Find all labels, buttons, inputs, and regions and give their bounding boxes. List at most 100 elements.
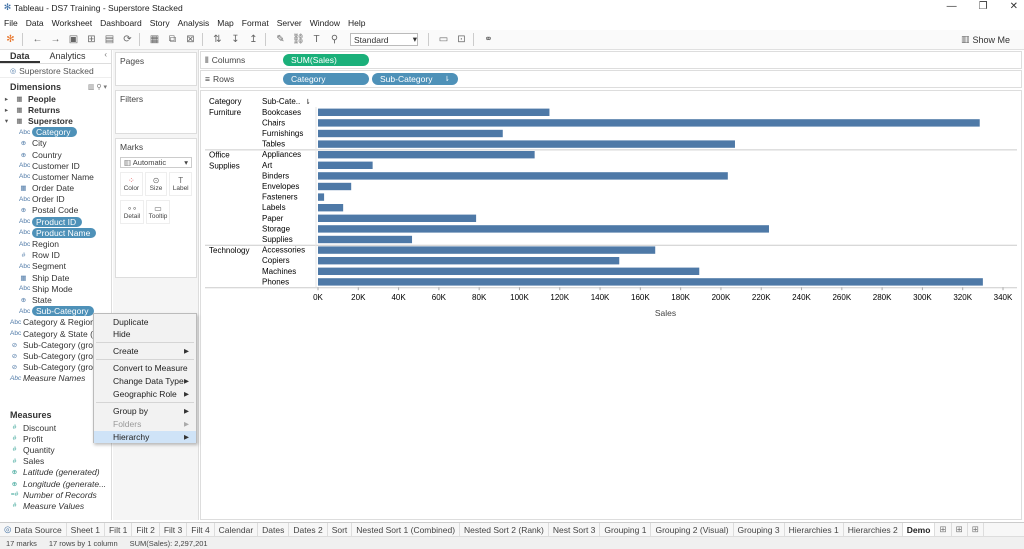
rows-shelf[interactable]: ≡ Rows Category Sub-Category ⇂ <box>200 70 1022 88</box>
maximize-icon[interactable]: ❐ <box>978 1 988 12</box>
field-category-state[interactable]: Abc Category & State ( <box>10 328 93 339</box>
menu-format[interactable]: Format <box>241 18 269 28</box>
field-postal-code[interactable]: ⊕ Postal Code <box>20 205 79 216</box>
bar-phones[interactable] <box>318 278 983 286</box>
tab-dates-2[interactable]: Dates 2 <box>289 522 328 537</box>
tab-sort[interactable]: Sort <box>328 522 353 537</box>
field-measure-names[interactable]: Abc Measure Names <box>10 373 86 384</box>
new-worksheet-icon[interactable]: ▦ <box>149 34 160 45</box>
filters-card[interactable]: Filters <box>115 90 197 134</box>
field-order-id[interactable]: Abc Order ID <box>19 194 65 205</box>
sort-icon[interactable]: ⇂ <box>305 98 311 106</box>
field-latitude-generated[interactable]: ⊕ Latitude (generated) <box>11 467 100 478</box>
menu-map[interactable]: Map <box>217 18 234 28</box>
color-button[interactable]: ⁘ Color <box>120 172 143 196</box>
menu-worksheet[interactable]: Worksheet <box>51 18 93 28</box>
sort-descending-icon[interactable]: ↥ <box>249 34 258 45</box>
view-size-select[interactable]: Standard ▾ <box>350 33 418 46</box>
bar-labels[interactable] <box>318 204 344 212</box>
folder-returns[interactable]: ▸ ▦ Returns <box>0 104 111 115</box>
data-source-item[interactable]: ◎ Superstore Stacked <box>0 64 111 78</box>
field-customer-name[interactable]: Abc Customer Name <box>19 171 94 182</box>
columns-shelf[interactable]: ⦀ Columns SUM(Sales) <box>200 51 1022 69</box>
add-data-source-icon[interactable]: ⊞ <box>87 34 96 45</box>
duplicate-sheet-icon[interactable]: ⧉ <box>168 34 177 45</box>
detail-button[interactable]: ∘∘ Detail <box>120 200 144 224</box>
collapse-pane-icon[interactable]: ‹ <box>104 50 107 59</box>
field-sales[interactable]: # Sales <box>0 456 110 467</box>
field-state[interactable]: ⊕ State <box>20 294 52 305</box>
mark-type-select[interactable]: ▥ Automatic ▾ <box>120 157 192 168</box>
menu-server[interactable]: Server <box>276 18 302 28</box>
redo-icon[interactable]: → <box>50 34 61 45</box>
field-sub-category-gro[interactable]: ⊘ Sub-Category (gro <box>11 350 93 361</box>
bar-machines[interactable] <box>318 267 700 275</box>
tab-grouping-3[interactable]: Grouping 3 <box>734 522 785 537</box>
tab-filt-3[interactable]: Filt 3 <box>160 522 188 537</box>
tab-nested-sort-2-rank[interactable]: Nested Sort 2 (Rank) <box>460 522 549 537</box>
size-button[interactable]: ⊙ Size <box>144 172 168 196</box>
menu-item-convert-to-measure[interactable]: Convert to Measure <box>113 363 188 373</box>
folder-superstore[interactable]: ▾ ▦ Superstore <box>0 115 111 126</box>
swap-icon[interactable]: ⇅ <box>213 34 222 45</box>
field-segment[interactable]: Abc Segment <box>19 261 67 272</box>
bar-storage[interactable] <box>318 225 769 233</box>
bar-chairs[interactable] <box>318 119 980 127</box>
tab-filt-1[interactable]: Filt 1 <box>105 522 133 537</box>
bar-copiers[interactable] <box>318 257 620 265</box>
menu-story[interactable]: Story <box>149 18 170 28</box>
minimize-icon[interactable]: — <box>946 1 957 12</box>
tab-hierarchies-1[interactable]: Hierarchies 1 <box>785 522 844 537</box>
tab-demo[interactable]: Demo <box>902 522 936 537</box>
refresh-icon[interactable]: ⟳ <box>123 34 132 45</box>
bar-bookcases[interactable] <box>318 108 550 116</box>
pages-card[interactable]: Pages <box>115 52 197 86</box>
tab-hierarchies-2[interactable]: Hierarchies 2 <box>844 522 903 537</box>
labels-icon[interactable]: T <box>313 34 320 45</box>
share-icon[interactable]: ⚭ <box>484 34 493 45</box>
bar-appliances[interactable] <box>318 151 535 159</box>
clear-sheet-icon[interactable]: ⊠ <box>186 34 195 45</box>
menu-file[interactable]: File <box>4 18 18 28</box>
field-number-of-records[interactable]: =# Number of Records <box>10 489 97 500</box>
field-order-date[interactable]: ▦ Order Date <box>20 183 75 194</box>
menu-dashboard[interactable]: Dashboard <box>100 18 142 28</box>
field-row-id[interactable]: # Row ID <box>0 250 111 261</box>
group-icon[interactable]: ⛓ <box>292 34 305 45</box>
field-product-id[interactable]: Abc Product ID <box>0 216 111 227</box>
menu-item-hierarchy[interactable]: Hierarchy ▶ <box>94 431 196 443</box>
new-story-icon[interactable]: ⊞ <box>968 522 984 537</box>
field-discount[interactable]: # Discount <box>0 422 110 433</box>
chevron-down-icon[interactable]: ▾ <box>103 83 107 91</box>
tab-nest-sort-3[interactable]: Nest Sort 3 <box>549 522 601 537</box>
show-me-button[interactable]: ▥ Show Me <box>960 34 1010 45</box>
folder-people[interactable]: ▸ ▦ People <box>0 93 111 104</box>
tab-data-source[interactable]: ◎ Data Source <box>0 522 67 537</box>
tab-filt-2[interactable]: Filt 2 <box>132 522 160 537</box>
field-sub-category[interactable]: Abc Sub-Category <box>0 306 111 317</box>
undo-icon[interactable]: ← <box>32 34 43 45</box>
field-category[interactable]: Abc Category <box>0 127 111 138</box>
menu-window[interactable]: Window <box>309 18 340 28</box>
tab-sheet-1[interactable]: Sheet 1 <box>67 522 105 537</box>
tab-data[interactable]: Data <box>0 50 40 63</box>
menu-item-geographic-role[interactable]: Geographic Role ▶ <box>113 389 189 399</box>
presentation-icon[interactable]: ⊡ <box>457 34 466 45</box>
field-product-name[interactable]: Abc Product Name <box>0 227 111 238</box>
bar-paper[interactable] <box>318 214 477 222</box>
field-sub-category-gro[interactable]: ⊘ Sub-Category (gro <box>11 339 93 350</box>
field-ship-mode[interactable]: Abc Ship Mode <box>19 283 73 294</box>
bar-supplies[interactable] <box>318 235 413 244</box>
tab-nested-sort-1-combined[interactable]: Nested Sort 1 (Combined) <box>352 522 461 537</box>
sub-category-pill[interactable]: Sub-Category ⇂ <box>372 73 458 85</box>
menu-data[interactable]: Data <box>25 18 44 28</box>
menu-item-change-data-type[interactable]: Change Data Type ▶ <box>113 376 189 386</box>
close-icon[interactable]: ✕ <box>1009 1 1018 12</box>
tab-grouping-2-visual[interactable]: Grouping 2 (Visual) <box>651 522 734 537</box>
save-icon[interactable]: ▣ <box>68 34 79 45</box>
field-customer-id[interactable]: Abc Customer ID <box>19 160 80 171</box>
menu-item-create[interactable]: Create ▶ <box>113 346 189 356</box>
tab-analytics[interactable]: Analytics <box>49 51 86 61</box>
show-cards-icon[interactable]: ▭ <box>438 34 449 45</box>
field-sub-category-gro[interactable]: ⊘ Sub-Category (gro <box>11 362 93 373</box>
